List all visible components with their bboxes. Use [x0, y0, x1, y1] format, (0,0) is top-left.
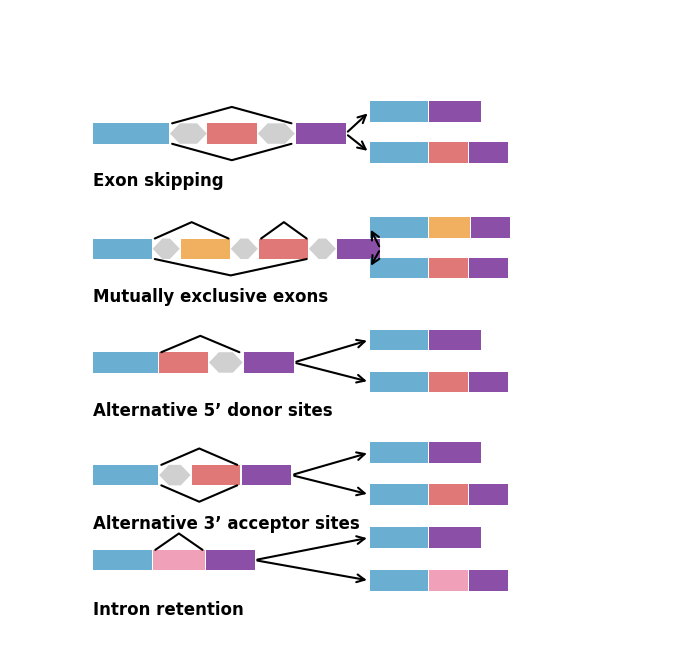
Polygon shape [231, 239, 258, 259]
Polygon shape [159, 465, 190, 485]
Bar [370, 101, 428, 122]
Bar [241, 465, 291, 485]
Bar [370, 571, 428, 591]
Text: Alternative 5’ donor sites: Alternative 5’ donor sites [93, 402, 332, 420]
Bar [429, 484, 468, 505]
Bar [181, 239, 230, 259]
Bar [370, 372, 428, 392]
Bar [206, 550, 255, 571]
Bar [471, 217, 510, 237]
Bar [192, 465, 241, 485]
Polygon shape [309, 239, 336, 259]
Bar [259, 239, 308, 259]
Bar [470, 571, 508, 591]
Bar [337, 239, 381, 259]
Bar [429, 142, 468, 163]
Bar [244, 352, 294, 372]
Text: Exon skipping: Exon skipping [93, 172, 223, 190]
Bar [429, 372, 468, 392]
Bar [370, 330, 428, 350]
Polygon shape [153, 239, 180, 259]
Bar [93, 352, 158, 372]
Bar [429, 258, 468, 279]
Bar [93, 550, 151, 571]
Bar [93, 465, 158, 485]
Bar [429, 442, 481, 463]
Bar [296, 123, 346, 144]
Bar [470, 142, 508, 163]
Bar [370, 442, 428, 463]
Bar [93, 123, 169, 144]
Polygon shape [170, 123, 207, 144]
Bar [153, 550, 204, 571]
Text: Alternative 3’ acceptor sites: Alternative 3’ acceptor sites [93, 515, 360, 533]
Bar [207, 123, 257, 144]
Bar [429, 571, 468, 591]
Bar [370, 217, 428, 237]
Bar [470, 258, 508, 279]
Bar [470, 484, 508, 505]
Text: Mutually exclusive exons: Mutually exclusive exons [93, 288, 328, 306]
Bar [93, 239, 151, 259]
Bar [429, 330, 481, 350]
Polygon shape [258, 123, 295, 144]
Bar [370, 484, 428, 505]
Bar [370, 142, 428, 163]
Bar [429, 217, 470, 237]
Text: Intron retention: Intron retention [93, 601, 244, 619]
Bar [370, 258, 428, 279]
Polygon shape [209, 352, 243, 372]
Bar [159, 352, 208, 372]
Bar [429, 527, 481, 548]
Bar [429, 101, 481, 122]
Bar [370, 527, 428, 548]
Bar [470, 372, 508, 392]
